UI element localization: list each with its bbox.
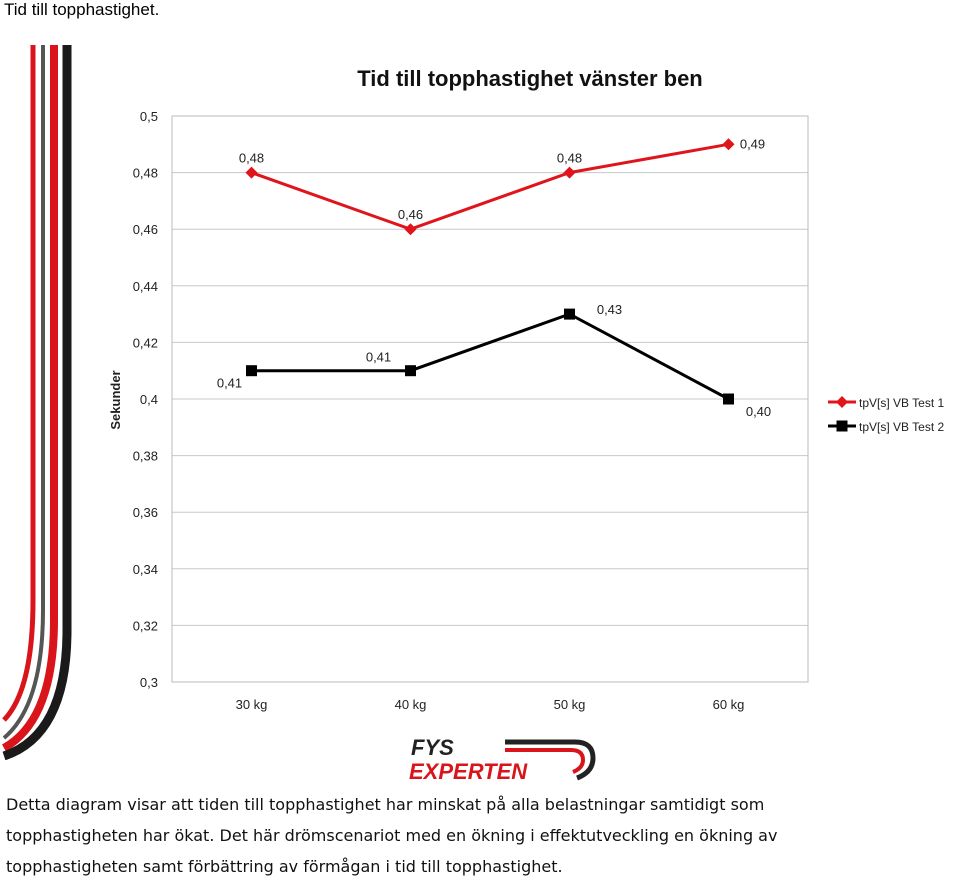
x-tick-label: 60 kg	[713, 697, 745, 712]
y-tick-label: 0,44	[133, 279, 158, 294]
y-axis-label: Sekunder	[108, 370, 123, 429]
stripe	[2, 45, 36, 722]
logo-line1: FYS	[411, 736, 454, 760]
logo: FYS EXPERTEN	[409, 736, 596, 784]
data-label: 0,48	[239, 151, 264, 166]
data-label: 0,43	[597, 302, 622, 317]
marker	[723, 393, 734, 405]
marker	[405, 365, 416, 377]
y-tick-label: 0,34	[133, 562, 158, 577]
data-label: 0,41	[217, 376, 242, 391]
y-tick-label: 0,48	[133, 166, 158, 181]
y-tick-label: 0,38	[133, 449, 158, 464]
y-tick-label: 0,32	[133, 618, 158, 633]
stripe	[2, 45, 45, 740]
series-line	[251, 312, 730, 401]
y-tick-label: 0,4	[140, 392, 158, 407]
y-tick-label: 0,46	[133, 222, 158, 237]
marker	[404, 223, 417, 236]
data-label: 0,41	[366, 350, 391, 365]
marker	[245, 166, 258, 179]
marker	[836, 420, 848, 432]
decoration-stripes	[1, 45, 72, 760]
marker	[246, 365, 257, 377]
data-label: 0,46	[398, 207, 423, 222]
stripe	[1, 45, 58, 752]
marker	[563, 166, 576, 179]
logo-swoosh	[505, 748, 586, 774]
stripe	[2, 45, 72, 760]
marker	[836, 396, 848, 408]
y-tick-label: 0,3	[140, 675, 158, 690]
y-tick-label: 0,36	[133, 505, 158, 520]
plot-border	[171, 115, 809, 683]
x-tick-label: 50 kg	[554, 697, 586, 712]
paragraph: Detta diagram visar att tiden till topph…	[6, 795, 778, 876]
marker	[722, 138, 735, 151]
y-tick-label: 0,42	[133, 335, 158, 350]
x-tick-label: 30 kg	[236, 697, 268, 712]
x-tick-label: 40 kg	[395, 697, 427, 712]
header: Tid till topphastighet.	[4, 0, 160, 19]
legend-label: tpV[s] VB Test 1	[859, 396, 944, 410]
legend-label: tpV[s] VB Test 2	[859, 420, 944, 434]
series-line	[250, 142, 729, 231]
logo-swoosh	[505, 739, 596, 781]
y-tick-label: 0,5	[140, 109, 158, 124]
data-label: 0,48	[557, 151, 582, 166]
data-label: 0,49	[740, 136, 765, 151]
logo-line2: EXPERTEN	[409, 759, 528, 784]
chart: Tid till topphastighet vänster ben Sekun…	[108, 66, 944, 712]
chart-title: Tid till topphastighet vänster ben	[357, 66, 703, 91]
data-label: 0,40	[746, 404, 771, 419]
marker	[564, 308, 575, 320]
